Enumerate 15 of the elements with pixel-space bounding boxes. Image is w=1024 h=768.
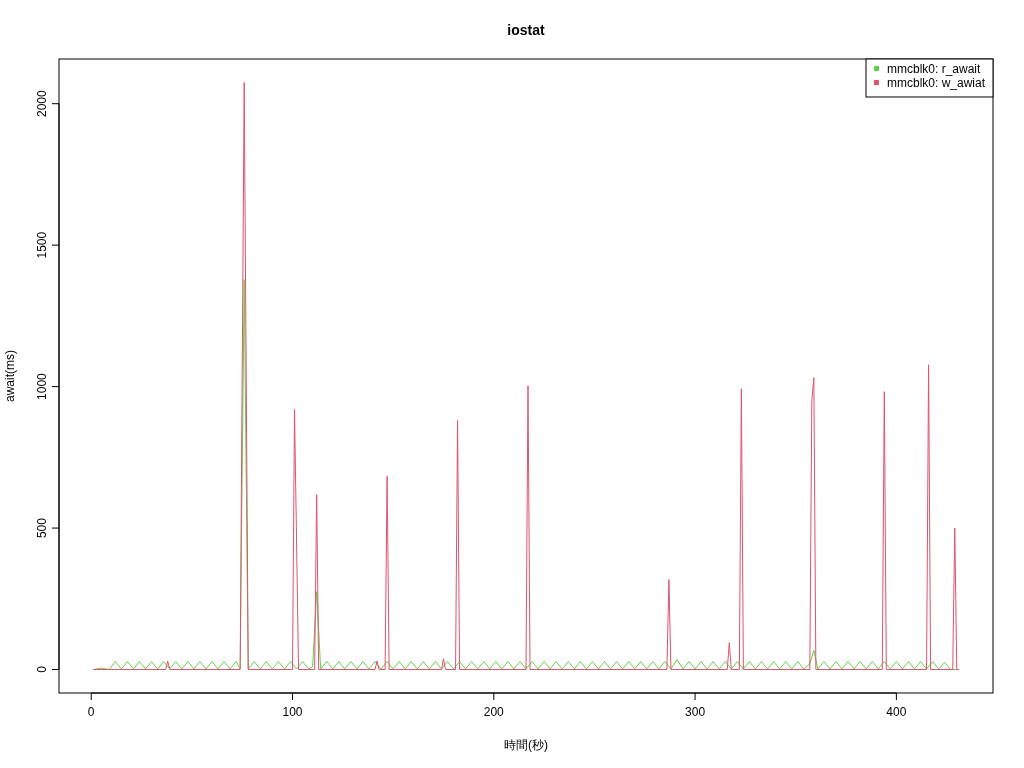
legend-label: mmcblk0: w_awiat (887, 76, 986, 90)
y-tick-label: 1000 (35, 372, 49, 400)
x-tick-label: 0 (87, 705, 95, 719)
y-tick-label: 500 (35, 517, 49, 539)
x-tick-label: 400 (886, 705, 907, 719)
y-axis-title: await(ms) (3, 349, 17, 403)
y-tick-label: 2000 (35, 90, 49, 118)
x-tick-label: 300 (685, 705, 706, 719)
chart-title: iostat (507, 22, 545, 38)
x-tick-label: 200 (483, 705, 505, 719)
x-tick-label: 100 (282, 705, 303, 719)
y-tick-label: 1500 (35, 231, 49, 259)
legend-label: mmcblk0: r_await (887, 62, 982, 76)
y-tick-label: 0 (35, 665, 49, 673)
x-axis-title: 時間(秒) (504, 738, 548, 752)
